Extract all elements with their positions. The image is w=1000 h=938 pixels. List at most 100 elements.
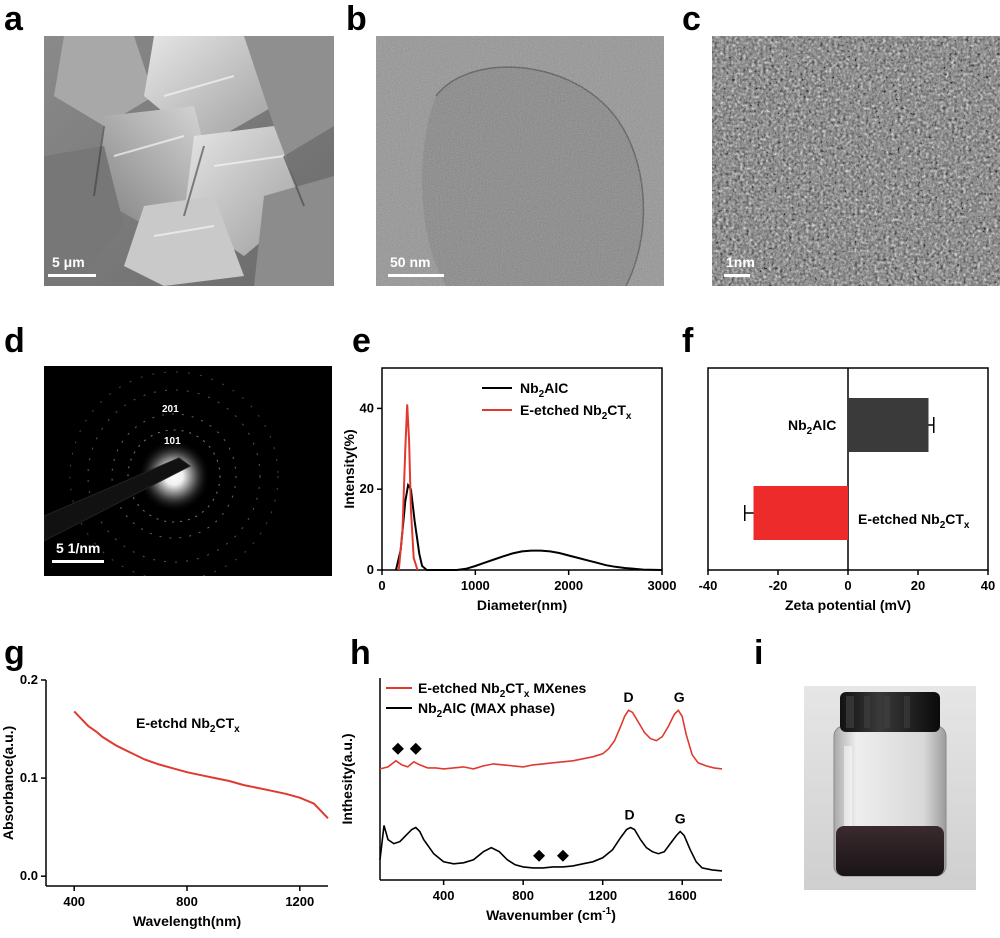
series-line-0 xyxy=(73,710,329,819)
legend-entry-1: Nb2AlC (MAX phase) xyxy=(418,700,555,720)
x-tick-label: 800 xyxy=(176,894,198,909)
x-axis-title: Diameter(nm) xyxy=(477,597,567,613)
category-label-0: Nb2AlC xyxy=(788,417,836,437)
legend-entry-0: E-etched Nb2CTx MXenes xyxy=(418,680,586,700)
vial-drawing xyxy=(804,686,976,890)
sample-annotation-part: CT xyxy=(215,715,234,731)
x-tick-label: -40 xyxy=(699,578,718,593)
tem-image-drawing xyxy=(376,36,664,286)
legend-entry-0-part: 2 xyxy=(500,689,506,700)
legend-entry-0-part: 2 xyxy=(539,389,545,400)
y-tick-label: 0 xyxy=(367,562,374,577)
legend-entry-0-part: E-etched Nb xyxy=(418,680,500,696)
peak-label-d-black: D xyxy=(624,806,634,822)
x-tick-label: 1600 xyxy=(668,888,697,903)
scale-bar-b xyxy=(388,274,444,277)
y-tick-label: 0.0 xyxy=(20,868,38,883)
x-axis-title-sup: -1 xyxy=(602,906,611,917)
sample-annotation-part: 2 xyxy=(210,724,216,735)
saed-pattern: 201 101 5 1/nm xyxy=(44,366,332,576)
x-tick-label: 0 xyxy=(378,578,385,593)
series-line-0 xyxy=(395,482,663,571)
x-tick-label: 20 xyxy=(911,578,925,593)
sem-image-drawing xyxy=(44,36,334,286)
x-axis-title: Wavelength(nm) xyxy=(133,913,241,929)
x-tick-label: -20 xyxy=(769,578,788,593)
x-tick-label: 2000 xyxy=(554,578,583,593)
x-tick-label: 800 xyxy=(512,888,534,903)
sample-annotation-part: E-etchd Nb xyxy=(136,715,210,731)
panel-label-b: b xyxy=(346,0,367,38)
x-tick-label: 1000 xyxy=(461,578,490,593)
hrtem-image-drawing xyxy=(712,36,1000,286)
max-phase-marker-0 xyxy=(533,849,546,862)
x-tick-label: 1200 xyxy=(285,894,314,909)
zeta-bar-0 xyxy=(848,398,929,452)
legend-entry-0-part: MXenes xyxy=(529,680,586,696)
x-tick-label: 0 xyxy=(844,578,851,593)
legend-entry-0-part: Nb xyxy=(520,380,539,396)
category-label-0-part: Nb xyxy=(788,417,807,433)
legend-entry-1-part: CT xyxy=(607,402,626,418)
raman-chart: 400 800 1200 1600 Wavenumber (cm-1) Inthesity… xyxy=(340,678,723,923)
category-label-0-part: AlC xyxy=(812,417,836,433)
zeta-bar-1 xyxy=(753,486,848,540)
panel-label-f: f xyxy=(682,322,694,360)
peak-label-d-red: D xyxy=(623,689,633,705)
y-axis-title: Absorbance(a.u.) xyxy=(0,726,16,840)
panel-label-c: c xyxy=(682,0,701,38)
category-label-1-part: 2 xyxy=(940,520,946,531)
scale-label-a: 5 μm xyxy=(52,254,85,270)
scale-bar-c xyxy=(724,274,750,277)
y-tick-label: 0.2 xyxy=(20,672,38,687)
y-axis-title: Intensity(%) xyxy=(341,429,357,508)
legend-entry-0-part: CT xyxy=(505,680,524,696)
plot-frame xyxy=(381,367,663,571)
red-phase-marker-1 xyxy=(409,742,422,755)
x-tick-label: 400 xyxy=(63,894,85,909)
y-tick-label: 0.1 xyxy=(20,770,38,785)
peak-label-g-red: G xyxy=(674,689,685,705)
category-label-0-part: 2 xyxy=(807,426,813,437)
x-axis-title-part: ) xyxy=(611,907,616,923)
category-label-1-part: x xyxy=(964,520,970,531)
legend-entry-0-part: AlC xyxy=(544,380,568,396)
x-tick-label: 40 xyxy=(981,578,995,593)
legend-entry-1-part: E-etched Nb xyxy=(520,402,602,418)
panel-label-h: h xyxy=(350,634,371,672)
ring-label-201: 201 xyxy=(162,404,179,415)
y-tick-label: 20 xyxy=(360,481,374,496)
peak-label-g-black: G xyxy=(675,810,686,826)
sample-annotation-part: x xyxy=(234,724,240,735)
legend-entry-1-part: 2 xyxy=(602,411,608,422)
hrtem-image: 1nm xyxy=(712,36,1000,286)
panel-label-d: d xyxy=(4,322,25,360)
series-line-1 xyxy=(397,404,419,571)
y-tick-label: 40 xyxy=(360,400,374,415)
panel-label-g: g xyxy=(4,634,25,672)
dls-chart: 0 1000 2000 3000 0 20 40 Diameter(nm) Intensity(… xyxy=(341,367,677,613)
category-label-1: E-etched Nb2CTx xyxy=(858,511,970,531)
panel-label-e: e xyxy=(352,322,371,360)
tem-image: 50 nm xyxy=(376,36,664,286)
absorbance-chart: 400 800 1200 0.0 0.1 0.2 Wavelength(nm) Absorba… xyxy=(0,672,329,929)
category-label-1-part: CT xyxy=(945,511,964,527)
saed-pattern-drawing: 201 101 xyxy=(44,366,332,576)
legend-entry-1-part: AlC (MAX phase) xyxy=(442,700,555,716)
sem-image: 5 μm xyxy=(44,36,334,286)
x-axis-title-part: Wavenumber (cm xyxy=(486,907,602,923)
x-tick-label: 400 xyxy=(433,888,455,903)
red-phase-marker-0 xyxy=(391,742,404,755)
x-tick-label: 3000 xyxy=(648,578,677,593)
legend-entry-1-part: Nb xyxy=(418,700,437,716)
category-label-1-part: E-etched Nb xyxy=(858,511,940,527)
series-line-1 xyxy=(379,825,723,872)
x-axis-title: Wavenumber (cm-1) xyxy=(486,906,616,923)
legend-entry-1: E-etched Nb2CTx xyxy=(520,402,632,422)
y-axis-title: Inthesity(a.u.) xyxy=(340,733,355,824)
panel-label-a: a xyxy=(4,0,23,38)
max-phase-marker-1 xyxy=(556,849,569,862)
panel-label-i: i xyxy=(754,634,764,672)
x-axis-title: Zeta potential (mV) xyxy=(785,597,911,613)
